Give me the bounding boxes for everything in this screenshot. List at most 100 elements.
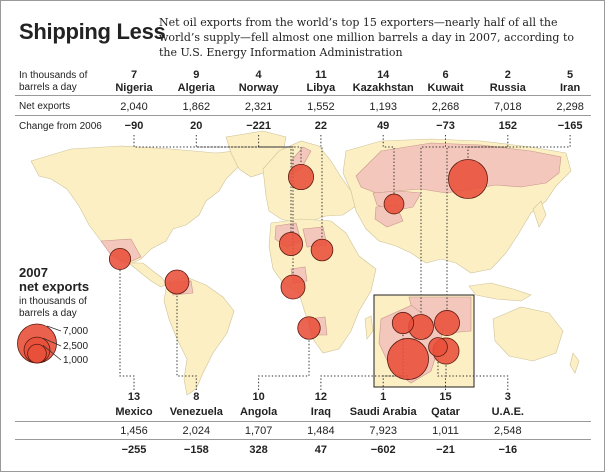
- net-exports-algeria: 1,862: [183, 101, 211, 113]
- change-mexico: −255: [122, 444, 147, 456]
- leader-mexico: [119, 269, 135, 390]
- legend-bubble-2: [27, 343, 47, 364]
- net-exports-russia: 7,018: [494, 101, 522, 113]
- leader-saudi-arabia: [382, 375, 409, 390]
- country-name-nigeria: Nigeria: [115, 82, 153, 94]
- country-name-iraq: Iraq: [311, 406, 331, 418]
- rank-venezuela: 8: [193, 391, 199, 403]
- country-name-algeria: Algeria: [178, 82, 216, 94]
- rank-qatar: 15: [439, 391, 451, 403]
- bottom-table-rule-1: [15, 421, 591, 422]
- rank-libya: 11: [315, 69, 327, 81]
- change-iran: −165: [558, 120, 583, 132]
- bubble-kazakhstan: [383, 193, 405, 215]
- legend-subtitle: in thousands of barrels a day: [19, 296, 87, 319]
- change-iraq: 47: [315, 444, 327, 456]
- rank-kazakhstan: 14: [377, 69, 390, 81]
- bubble-nigeria: [280, 274, 306, 300]
- net-exports-saudi-arabia: 7,923: [369, 425, 397, 437]
- bubble-russia: [448, 159, 488, 199]
- net-exports-kuwait: 2,268: [432, 101, 460, 113]
- leader-venezuela: [176, 293, 197, 390]
- leader-angola: [258, 339, 310, 390]
- change-u-a-e-: −16: [498, 444, 517, 456]
- net-exports-nigeria: 2,040: [120, 101, 148, 113]
- top-table-rule-1: [15, 95, 591, 96]
- country-name-libya: Libya: [307, 82, 337, 94]
- legend-label-1: 2,500: [63, 341, 88, 352]
- land-central-america: [128, 262, 168, 288]
- bottom-table-rule-2: [15, 439, 591, 440]
- land-japan: [532, 200, 547, 228]
- net-exports-mexico: 1,456: [120, 425, 148, 437]
- rank-mexico: 13: [128, 391, 140, 403]
- net-exports-angola: 1,707: [245, 425, 273, 437]
- change-russia: 152: [499, 120, 517, 132]
- change-kazakhstan: 49: [377, 120, 389, 132]
- change-nigeria: −90: [125, 120, 144, 132]
- change-libya: 22: [315, 120, 327, 132]
- legend-label-2: 1,000: [63, 355, 88, 366]
- country-name-norway: Norway: [239, 82, 280, 94]
- country-name-kuwait: Kuwait: [427, 82, 463, 94]
- legend-tick-0: [46, 325, 62, 332]
- rank-russia: 2: [505, 69, 511, 81]
- country-name-iran: Iran: [560, 82, 580, 94]
- net-exports-row-label: Net exports: [19, 101, 71, 112]
- land-south-america: [163, 276, 235, 396]
- legend-title: 2007 net exports: [19, 265, 89, 294]
- net-exports-norway: 2,321: [245, 101, 273, 113]
- country-name-qatar: Qatar: [431, 406, 460, 418]
- change-norway: −221: [246, 120, 271, 132]
- bubble-venezuela: [164, 269, 190, 295]
- bubble-libya: [310, 238, 334, 262]
- land-new-zealand: [569, 352, 580, 374]
- rank-algeria: 9: [193, 69, 199, 81]
- land-madagascar: [364, 315, 374, 340]
- chart-subtitle: Net oil exports from the world’s top 15 …: [159, 16, 574, 59]
- change-venezuela: −158: [184, 444, 209, 456]
- country-name-mexico: Mexico: [115, 406, 153, 418]
- net-exports-qatar: 1,011: [432, 425, 459, 437]
- bubble-angola: [297, 316, 321, 340]
- net-exports-iraq: 1,484: [307, 425, 335, 437]
- legend-label-0: 7,000: [63, 326, 88, 337]
- country-name-kazakhstan: Kazakhstan: [353, 82, 414, 94]
- bubble-mexico: [108, 247, 132, 271]
- bubble-algeria: [278, 231, 304, 257]
- bubble-norway: [288, 164, 314, 190]
- bubble-iran: [434, 310, 460, 336]
- bubbles: [108, 159, 488, 380]
- legend-tick-2: [42, 344, 62, 361]
- rank-iraq: 12: [315, 391, 327, 403]
- country-name-u-a-e-: U.A.E.: [492, 406, 524, 418]
- net-exports-iran: 2,298: [556, 101, 584, 113]
- country-name-saudi-arabia: Saudi Arabia: [350, 406, 418, 418]
- leader-lines: [119, 135, 571, 390]
- rank-u-a-e-: 3: [505, 391, 511, 403]
- change-angola: 328: [249, 444, 267, 456]
- rank-angola: 10: [252, 391, 264, 403]
- chart-title: Shipping Less: [19, 19, 166, 44]
- rank-kuwait: 6: [442, 69, 448, 81]
- net-exports-venezuela: 2,024: [183, 425, 211, 437]
- bubble-saudi-arabia: [387, 338, 429, 380]
- leader-u-a-e-: [445, 364, 509, 390]
- rank-saudi-arabia: 1: [380, 391, 386, 403]
- rank-nigeria: 7: [131, 69, 137, 81]
- country-name-venezuela: Venezuela: [170, 406, 224, 418]
- land-north-america: [30, 145, 240, 264]
- change-saudi-arabia: −602: [371, 444, 396, 456]
- change-qatar: −21: [436, 444, 455, 456]
- leader-nigeria: [133, 135, 294, 275]
- leader-kazakhstan: [382, 135, 395, 195]
- leader-kuwait: [420, 135, 446, 315]
- country-name-angola: Angola: [240, 406, 278, 418]
- middle-east-inset: [373, 294, 475, 388]
- bubble-qatar: [428, 337, 448, 357]
- land-australia: [492, 306, 564, 362]
